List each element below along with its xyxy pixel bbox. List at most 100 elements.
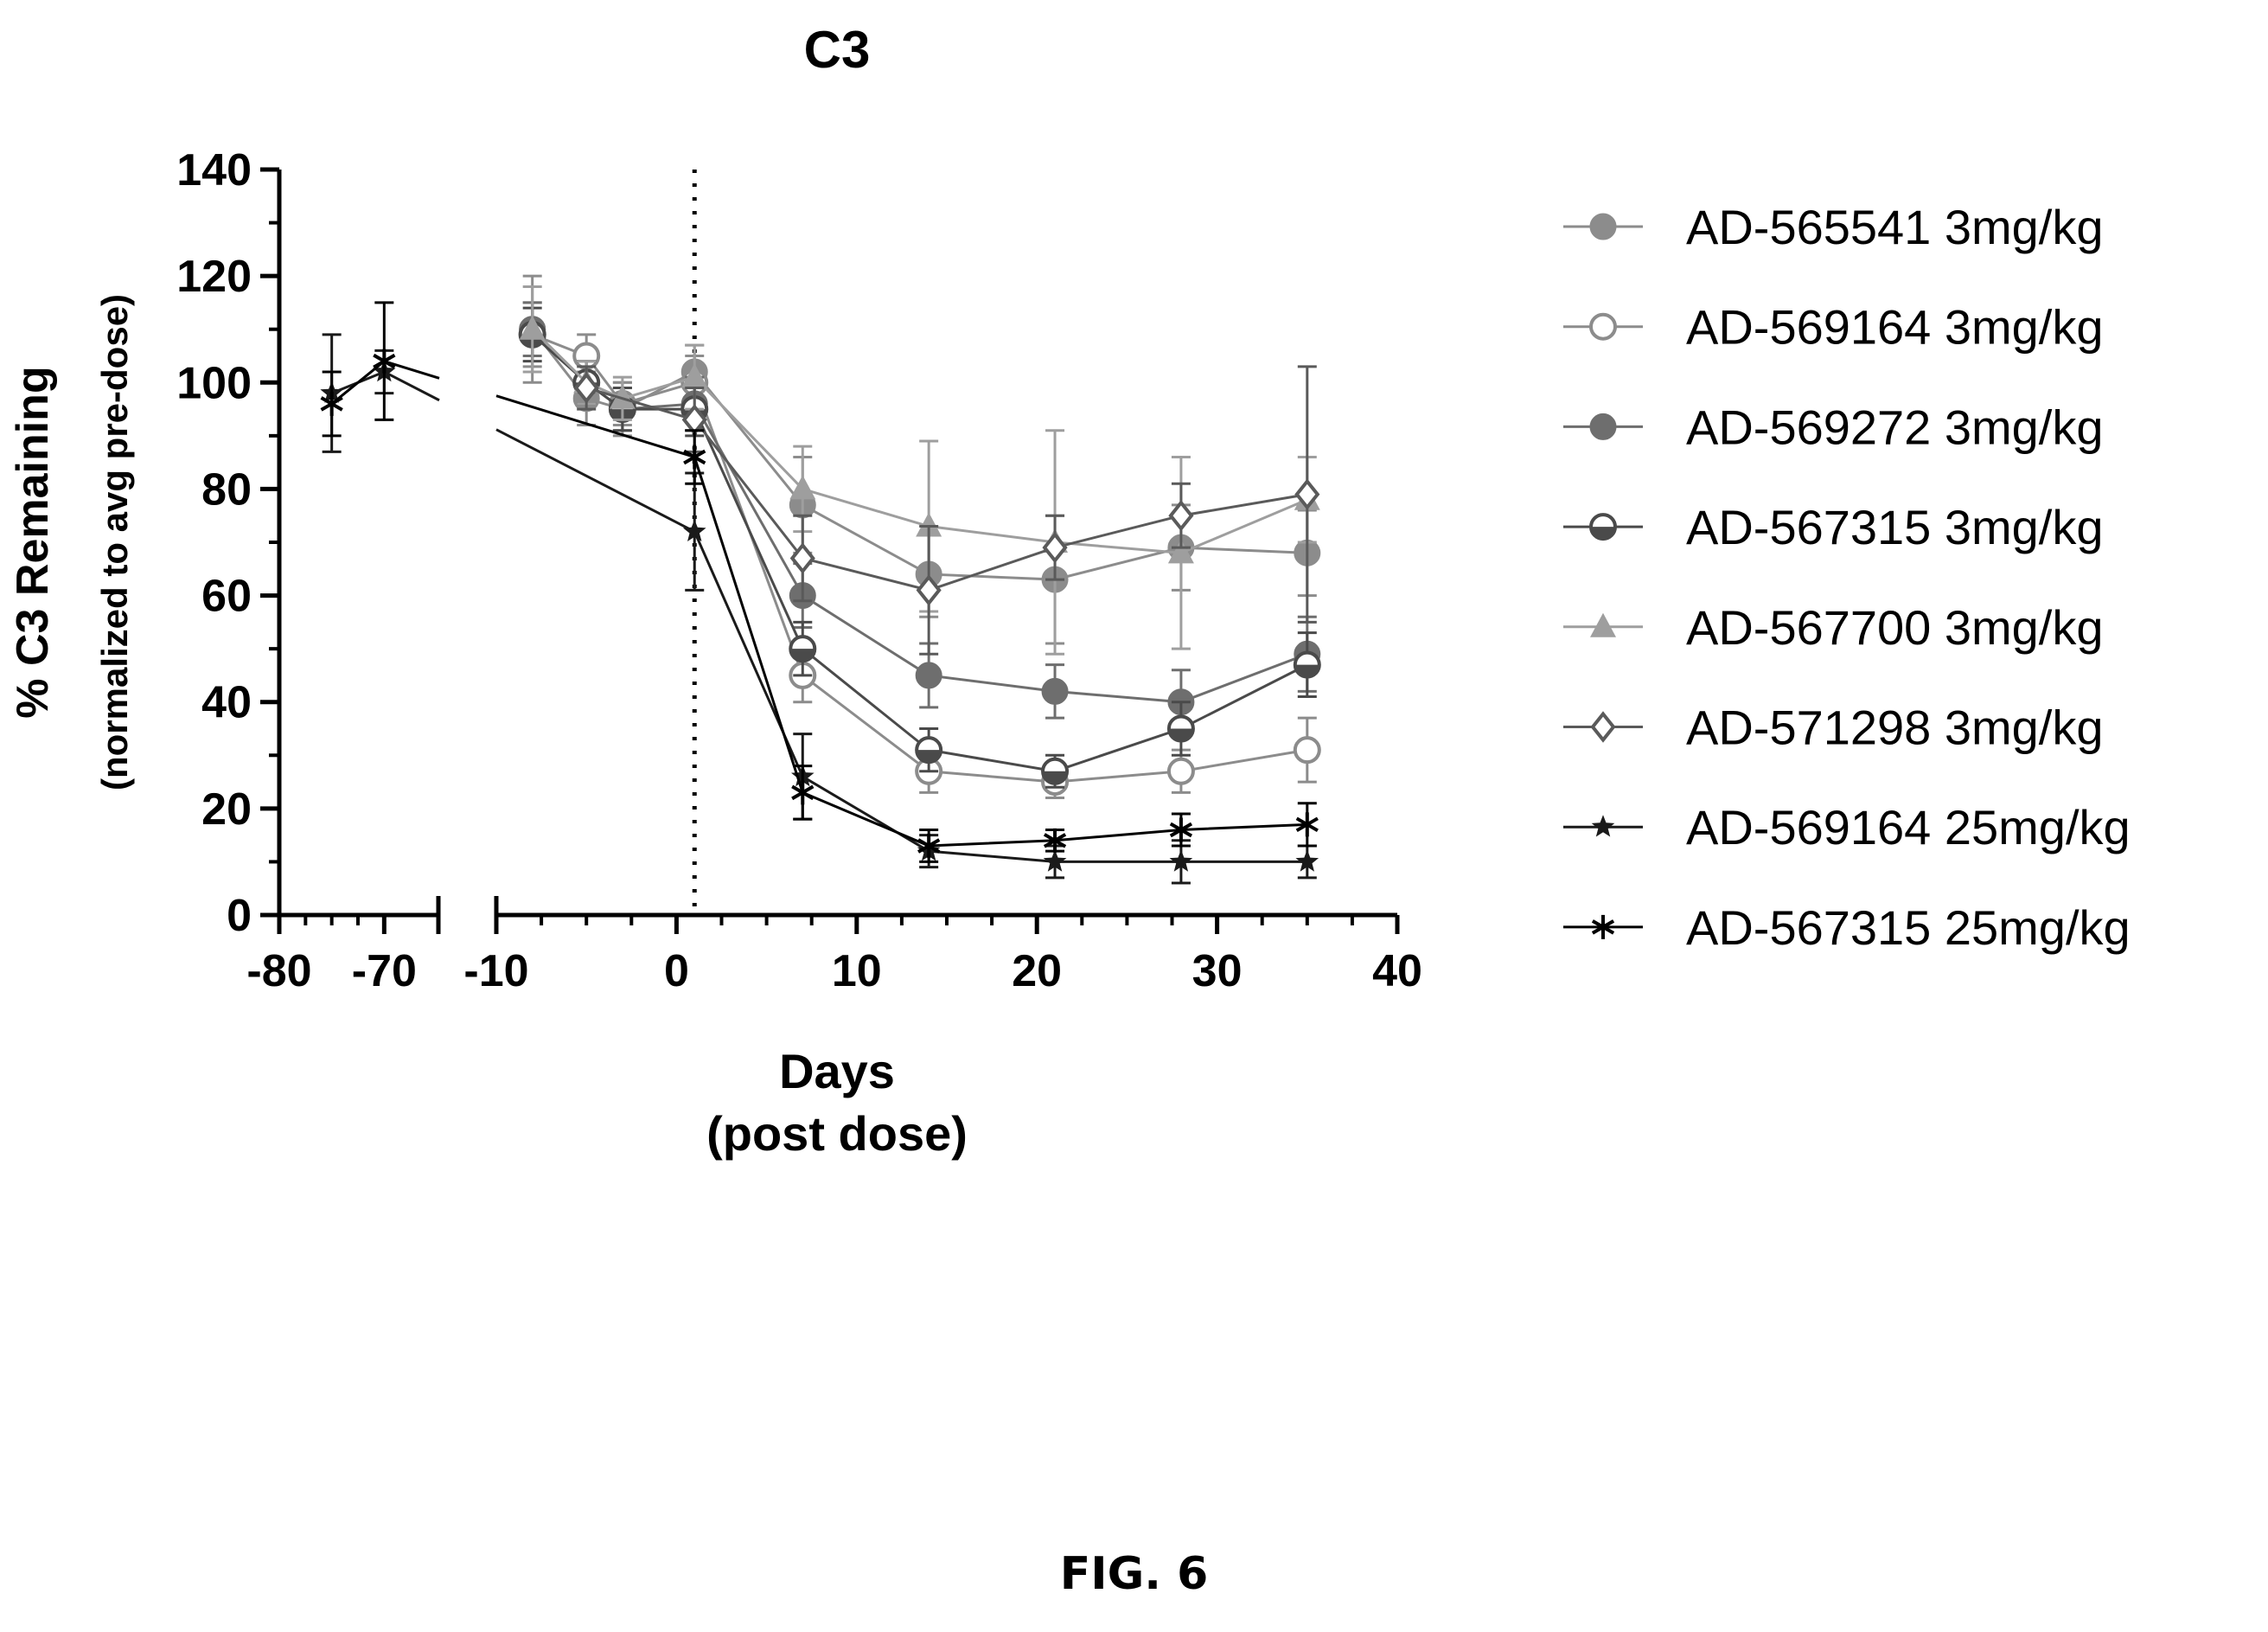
data-point bbox=[1589, 213, 1617, 240]
data-point-stroke bbox=[791, 784, 815, 801]
y-axis-title: % C3 Remaining bbox=[8, 366, 58, 718]
legend-label: AD-567315 3mg/kg bbox=[1686, 500, 2104, 554]
data-point bbox=[1591, 914, 1615, 939]
legend-item: AD-571298 3mg/kg bbox=[1563, 701, 2104, 755]
legend-item: AD-569164 25mg/kg bbox=[1563, 800, 2131, 854]
data-point bbox=[1041, 677, 1069, 705]
data-point bbox=[789, 542, 815, 574]
legend-label: AD-567700 3mg/kg bbox=[1686, 600, 2104, 655]
data-point bbox=[1589, 312, 1617, 341]
data-point bbox=[916, 512, 942, 537]
data-point bbox=[789, 635, 817, 663]
data-point bbox=[1167, 539, 1194, 564]
y-tick-label: 140 bbox=[176, 145, 252, 195]
y-tick-label: 40 bbox=[201, 678, 252, 728]
data-point bbox=[573, 372, 599, 404]
data-point bbox=[682, 519, 706, 541]
data-point bbox=[1166, 714, 1195, 743]
series-line bbox=[693, 531, 1307, 863]
legend-label: AD-565541 3mg/kg bbox=[1686, 200, 2104, 254]
data-point bbox=[1589, 413, 1617, 440]
data-point bbox=[917, 833, 941, 858]
legend-label: AD-569164 25mg/kg bbox=[1686, 800, 2131, 854]
series-5 bbox=[519, 285, 1320, 656]
x-axis-title: Days bbox=[779, 1044, 895, 1098]
y-axis-subtitle: (normalized to avg pre-dose) bbox=[94, 294, 135, 790]
legend-label: AD-569272 3mg/kg bbox=[1686, 400, 2104, 454]
y-tick-label: 120 bbox=[176, 252, 252, 302]
data-point bbox=[1168, 500, 1194, 532]
data-point bbox=[915, 662, 942, 689]
data-point bbox=[1590, 711, 1616, 743]
series-6 bbox=[573, 365, 1320, 656]
y-axis: 0 20 40 60 80 100 120 140 bbox=[176, 145, 282, 941]
data-point-stroke bbox=[1043, 833, 1067, 848]
data-point bbox=[1169, 849, 1193, 872]
series-2 bbox=[518, 301, 1321, 800]
x-tick-label: -10 bbox=[463, 946, 528, 996]
chart-title: C3 bbox=[804, 21, 871, 79]
x-tick-label: 0 bbox=[664, 946, 689, 996]
data-point bbox=[1294, 478, 1320, 510]
data-point bbox=[791, 780, 815, 805]
legend-item: AD-567700 3mg/kg bbox=[1563, 600, 2104, 655]
y-tick-label: 60 bbox=[201, 572, 252, 622]
data-point bbox=[1293, 650, 1321, 679]
data-point-fill bbox=[1168, 728, 1193, 741]
data-point-stroke bbox=[320, 396, 343, 412]
series-3 bbox=[519, 301, 1321, 736]
data-point bbox=[1041, 757, 1070, 785]
legend-item: AD-569272 3mg/kg bbox=[1563, 400, 2104, 454]
legend-item: AD-565541 3mg/kg bbox=[1563, 200, 2104, 254]
data-point bbox=[1293, 736, 1321, 765]
data-point bbox=[683, 445, 706, 470]
data-point bbox=[1169, 817, 1193, 842]
data-point bbox=[916, 574, 942, 606]
data-point bbox=[320, 391, 343, 416]
series-8 bbox=[320, 301, 1319, 863]
data-point-stroke bbox=[1295, 816, 1319, 833]
series-break-stub bbox=[495, 394, 695, 458]
data-point-stroke bbox=[1591, 919, 1615, 935]
legend: AD-565541 3mg/kg AD-569164 3mg/kg AD-56927… bbox=[1563, 200, 2131, 955]
data-point-fill bbox=[1294, 664, 1319, 677]
y-tick-label: 100 bbox=[176, 358, 252, 408]
data-point bbox=[1590, 612, 1616, 637]
y-tick-label: 80 bbox=[201, 464, 252, 515]
data-point-fill bbox=[917, 750, 942, 763]
series-break-stub bbox=[383, 360, 440, 380]
legend-label: AD-571298 3mg/kg bbox=[1686, 701, 2104, 755]
x-tick-label: -70 bbox=[352, 946, 417, 996]
legend-label: AD-567315 25mg/kg bbox=[1686, 900, 2131, 955]
data-point bbox=[681, 363, 708, 388]
data-point bbox=[789, 475, 816, 500]
data-point bbox=[1043, 828, 1067, 853]
x-tick-label: 20 bbox=[1012, 946, 1062, 996]
x-tick-label: -80 bbox=[246, 946, 311, 996]
data-point-stroke bbox=[373, 353, 396, 369]
legend-label: AD-569164 3mg/kg bbox=[1686, 300, 2104, 355]
data-point-fill bbox=[1591, 527, 1615, 540]
series-break-stub bbox=[383, 370, 440, 402]
data-point bbox=[373, 349, 396, 374]
series-line bbox=[330, 360, 386, 406]
data-point bbox=[1589, 513, 1617, 541]
y-tick-label: 0 bbox=[227, 891, 252, 941]
figure-label: FIG. 6 bbox=[1059, 1548, 1209, 1600]
data-point-stroke bbox=[683, 449, 706, 465]
legend-item: AD-569164 3mg/kg bbox=[1563, 300, 2104, 355]
y-axis-label: % C3 Remaining (normalized to avg pre-dos… bbox=[8, 294, 135, 790]
series-line bbox=[693, 457, 1307, 848]
x-tick-label: 40 bbox=[1372, 946, 1422, 996]
legend-item: AD-567315 25mg/kg bbox=[1563, 900, 2131, 955]
data-point bbox=[915, 736, 943, 765]
data-point bbox=[1043, 849, 1067, 872]
data-point-stroke bbox=[917, 838, 941, 854]
data-point bbox=[1042, 531, 1068, 564]
x-tick-label: 10 bbox=[832, 946, 882, 996]
x-axis-subtitle: (post dose) bbox=[706, 1106, 968, 1161]
series-break-stub bbox=[495, 428, 695, 534]
data-point bbox=[1295, 812, 1319, 837]
data-point-fill bbox=[790, 649, 815, 662]
